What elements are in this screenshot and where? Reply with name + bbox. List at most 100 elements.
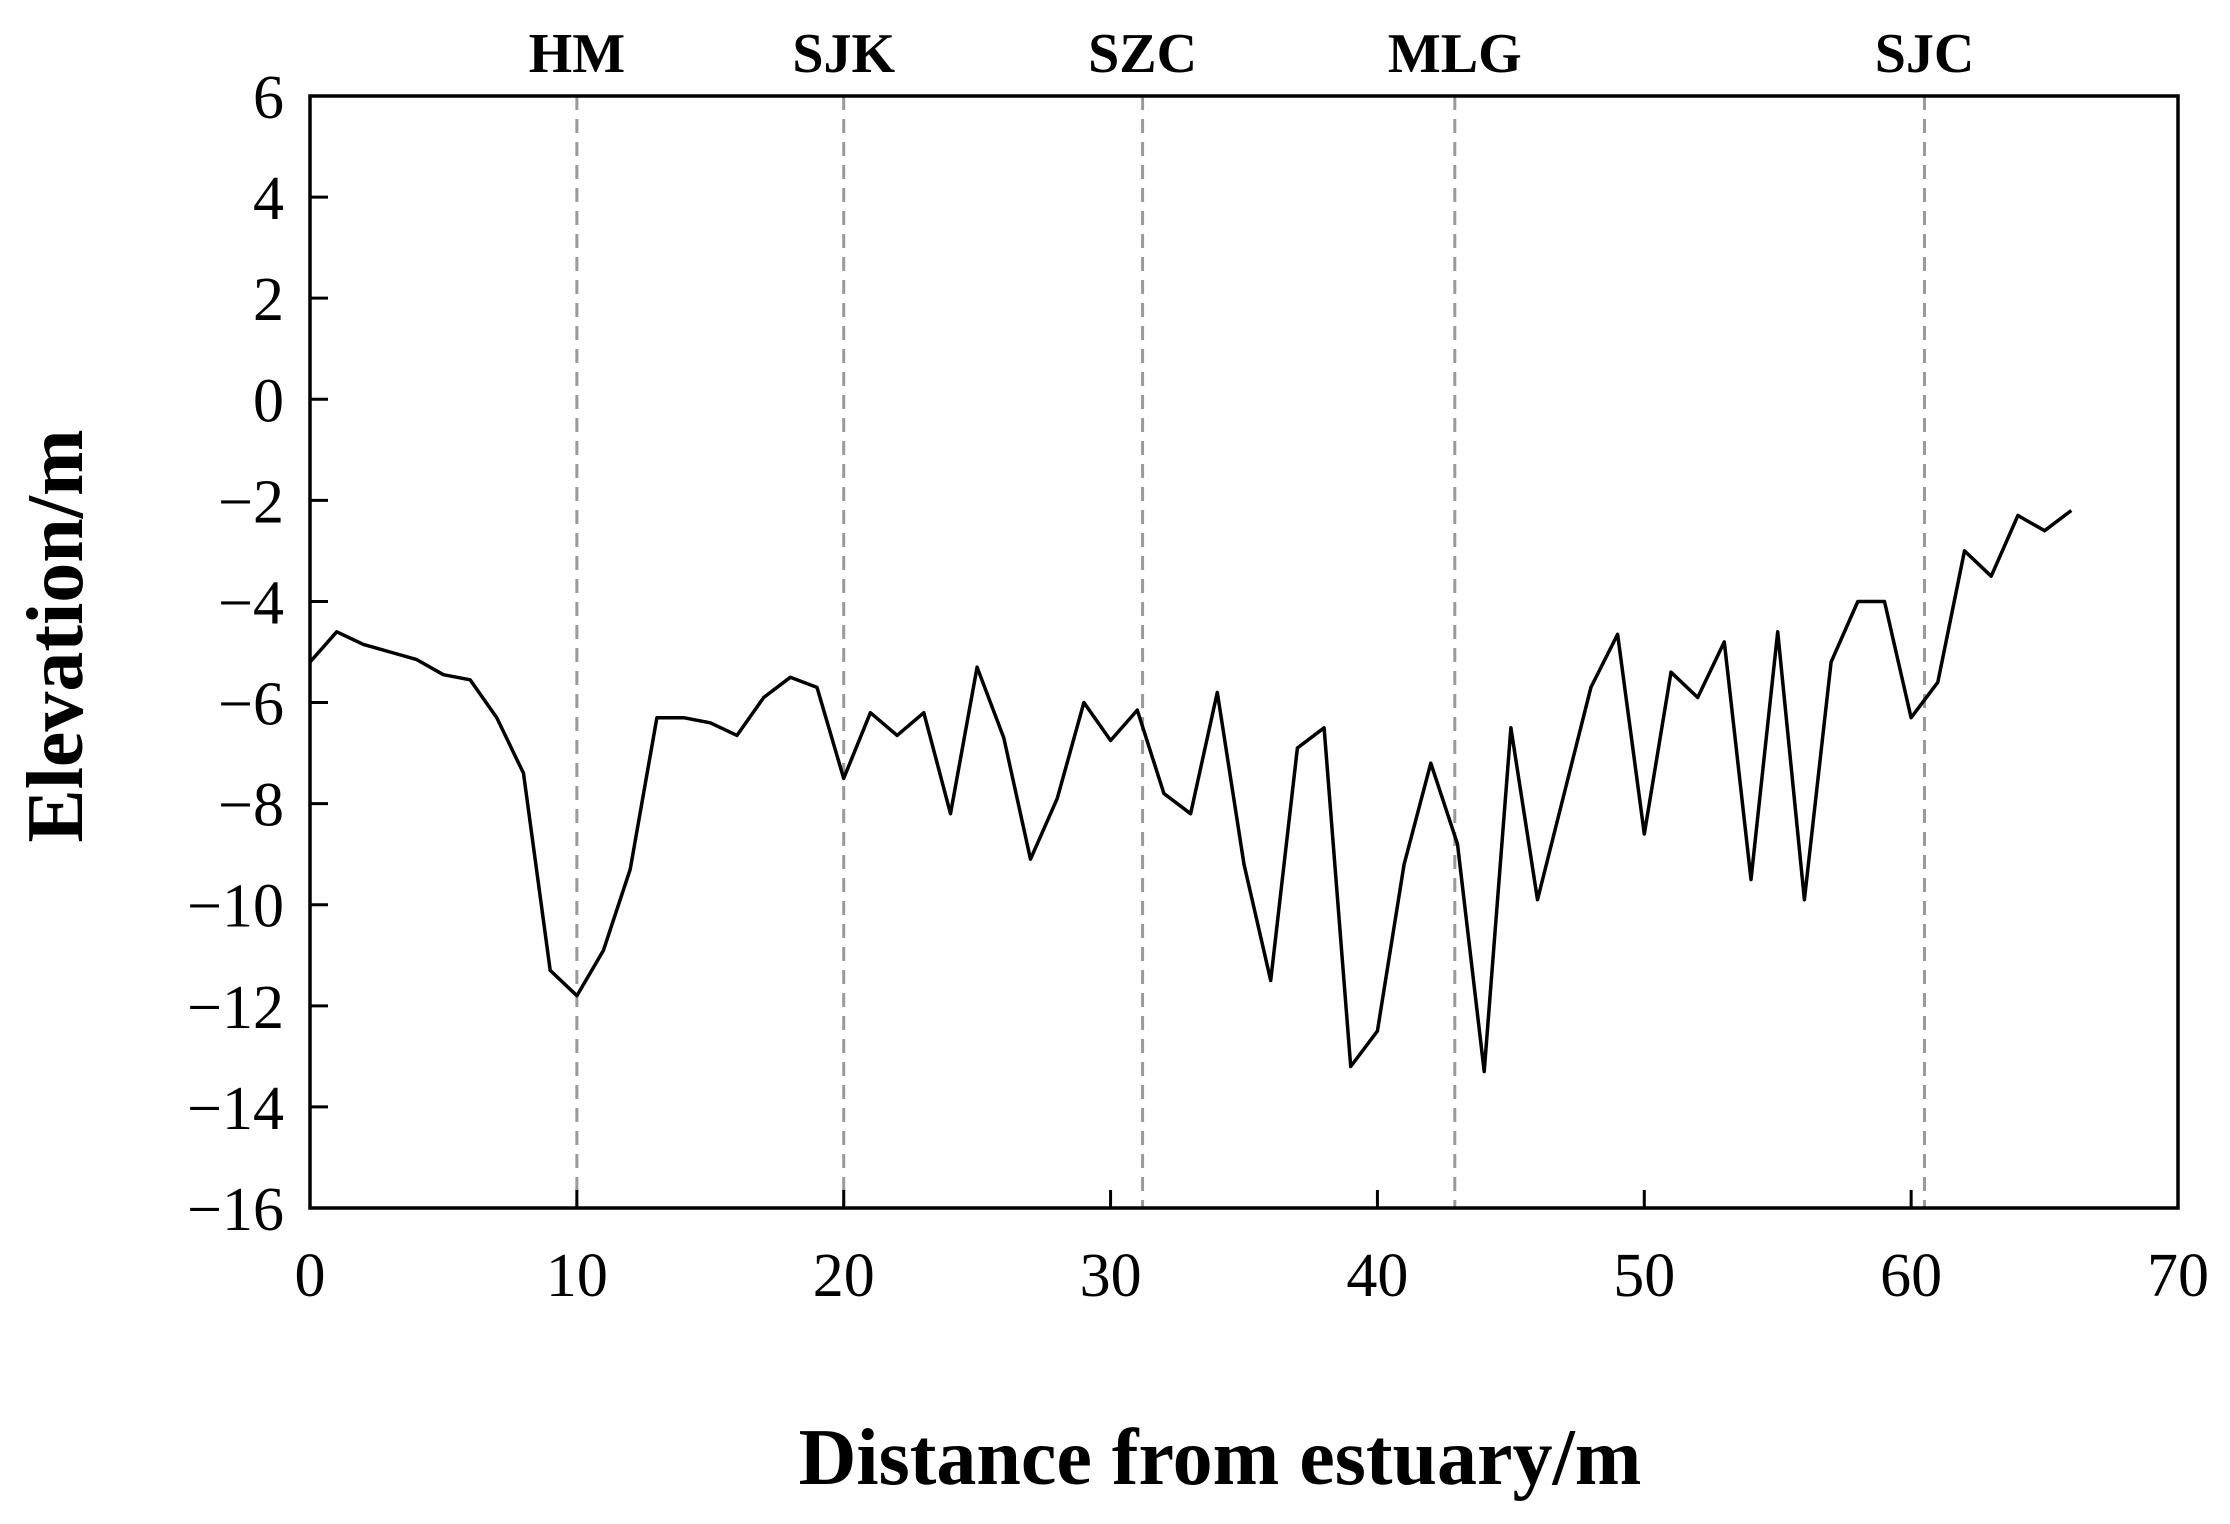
station-label-szc: SZC xyxy=(1088,23,1197,85)
data-point xyxy=(1109,739,1113,743)
data-point xyxy=(1856,600,1860,604)
elevation-line xyxy=(308,509,2073,1074)
elevation-points xyxy=(308,509,2073,1074)
data-point xyxy=(1429,761,1433,765)
data-point xyxy=(1883,600,1887,604)
station-label-hm: HM xyxy=(529,23,625,85)
data-point xyxy=(468,678,472,682)
data-point xyxy=(441,673,445,677)
data-point xyxy=(1749,878,1753,882)
station-labels: HM SJK SZC MLG SJC xyxy=(529,23,1975,85)
data-point xyxy=(1802,898,1806,902)
data-point xyxy=(682,716,686,720)
station-reference-lines xyxy=(575,96,1926,1208)
data-point xyxy=(1909,716,1913,720)
station-label-sjk: SJK xyxy=(792,23,895,85)
data-point xyxy=(1696,696,1700,700)
data-point xyxy=(2069,509,2073,513)
data-point xyxy=(548,968,552,972)
data-point xyxy=(868,711,872,715)
y-tick-label: −4 xyxy=(218,569,284,637)
data-point xyxy=(1135,708,1139,712)
data-point xyxy=(762,696,766,700)
data-point xyxy=(1989,574,1993,578)
y-tick-label: −10 xyxy=(187,873,284,941)
data-point xyxy=(415,658,419,662)
x-tick-label: 50 xyxy=(1613,1242,1675,1310)
data-point xyxy=(1589,685,1593,689)
data-point xyxy=(1829,660,1833,664)
plot-frame xyxy=(308,94,2180,1210)
y-tick-label: −8 xyxy=(218,772,284,840)
y-tick-label: −14 xyxy=(187,1075,284,1143)
y-axis-title: Elevation/m xyxy=(12,429,100,842)
x-tick-label: 0 xyxy=(295,1242,326,1310)
data-point xyxy=(1402,862,1406,866)
x-axis-ticks: 0 10 20 30 40 50 60 70 xyxy=(295,1190,2209,1310)
x-tick-label: 40 xyxy=(1346,1242,1408,1310)
data-point xyxy=(1189,812,1193,816)
data-point xyxy=(1963,549,1967,553)
elevation-series xyxy=(308,509,2073,1074)
data-point xyxy=(2016,514,2020,518)
data-point xyxy=(1562,792,1566,796)
data-point xyxy=(1936,680,1940,684)
data-point xyxy=(335,630,339,634)
y-tick-label: 6 xyxy=(253,64,284,132)
y-tick-label: −16 xyxy=(187,1176,284,1244)
data-point xyxy=(602,948,606,952)
data-point xyxy=(895,733,899,737)
x-tick-label: 70 xyxy=(2147,1242,2209,1310)
data-point xyxy=(1242,862,1246,866)
data-point xyxy=(1456,842,1460,846)
data-point xyxy=(575,994,579,998)
data-point xyxy=(815,685,819,689)
station-label-mlg: MLG xyxy=(1388,23,1522,85)
data-point xyxy=(388,650,392,654)
data-point xyxy=(1002,736,1006,740)
data-point xyxy=(788,675,792,679)
x-tick-label: 60 xyxy=(1880,1242,1942,1310)
data-point xyxy=(1509,726,1513,730)
data-point xyxy=(735,733,739,737)
data-point xyxy=(922,711,926,715)
y-tick-label: −2 xyxy=(218,468,284,536)
data-point xyxy=(495,716,499,720)
station-label-sjc: SJC xyxy=(1875,23,1975,85)
data-point xyxy=(1215,690,1219,694)
data-point xyxy=(1482,1070,1486,1074)
data-point xyxy=(1082,701,1086,705)
x-tick-label: 30 xyxy=(1080,1242,1142,1310)
y-axis-ticks: 6 4 2 0 −2 −4 −6 −8 −10 −12 −14 −16 xyxy=(187,64,328,1244)
data-point xyxy=(708,721,712,725)
x-tick-label: 10 xyxy=(546,1242,608,1310)
data-point xyxy=(628,867,632,871)
data-point xyxy=(1375,1029,1379,1033)
data-point xyxy=(655,716,659,720)
y-tick-label: −6 xyxy=(218,671,284,739)
data-point xyxy=(1322,726,1326,730)
data-point xyxy=(1162,792,1166,796)
data-point xyxy=(1669,670,1673,674)
data-point xyxy=(975,665,979,669)
data-point xyxy=(1536,898,1540,902)
x-tick-label: 20 xyxy=(813,1242,875,1310)
data-point xyxy=(842,776,846,780)
y-tick-label: −12 xyxy=(187,974,284,1042)
data-point xyxy=(949,812,953,816)
data-point xyxy=(1029,857,1033,861)
data-point xyxy=(1269,979,1273,983)
data-point xyxy=(1295,746,1299,750)
data-point xyxy=(2043,529,2047,533)
data-point xyxy=(1776,630,1780,634)
y-tick-label: 0 xyxy=(253,367,284,435)
data-point xyxy=(522,771,526,775)
x-axis-title: Distance from estuary/m xyxy=(799,1414,1642,1502)
data-point xyxy=(1722,640,1726,644)
data-point xyxy=(1055,797,1059,801)
y-tick-label: 4 xyxy=(253,165,284,233)
y-tick-label: 2 xyxy=(253,266,284,334)
data-point xyxy=(1616,632,1620,636)
data-point xyxy=(361,642,365,646)
